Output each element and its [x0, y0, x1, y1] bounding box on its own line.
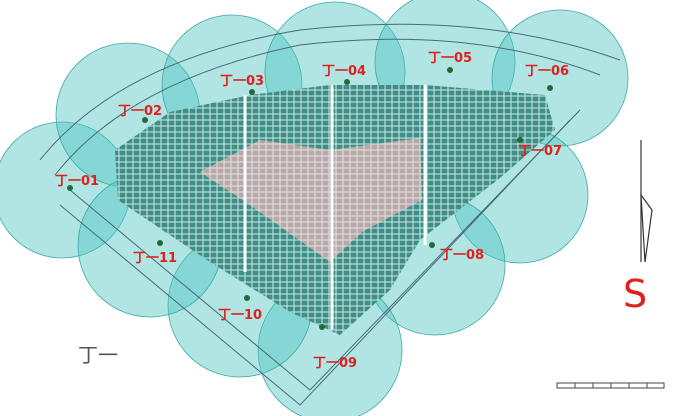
north-arrow	[640, 140, 653, 263]
crane-points	[67, 67, 553, 330]
crane-label: 丁一04	[322, 64, 366, 79]
roads	[39, 23, 621, 406]
crane-label: 丁一01	[55, 174, 99, 189]
crane-label: 丁一10	[218, 308, 262, 323]
crane-labels: 丁一01 丁一02 丁一03 丁一04 丁一05 丁一06 丁一07 丁一08 …	[55, 51, 569, 371]
crane-label: 丁一03	[220, 74, 264, 89]
building-core	[200, 138, 422, 262]
crane-label: 丁一02	[118, 104, 162, 119]
scale-bar	[556, 382, 665, 389]
legend-title: 丁一	[78, 343, 118, 367]
crane-label: 丁一11	[133, 251, 177, 266]
direction: S	[623, 272, 647, 316]
crane-label: 丁一09	[313, 356, 357, 371]
crane-label: 丁一06	[525, 64, 569, 79]
aisles	[243, 85, 427, 330]
crane-label: 丁一07	[518, 144, 562, 159]
crane-label: 丁一05	[428, 51, 472, 66]
crane-label: 丁一08	[440, 248, 484, 263]
